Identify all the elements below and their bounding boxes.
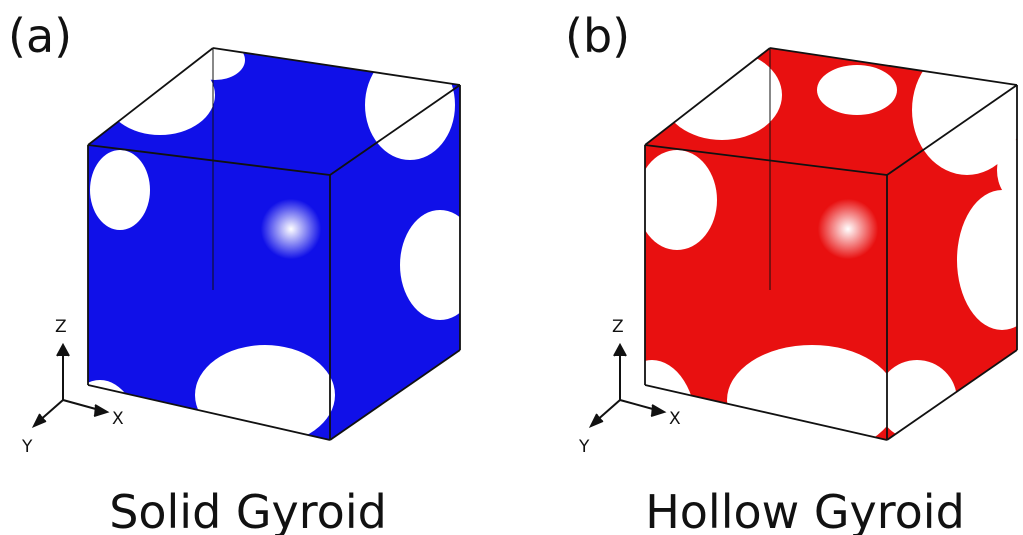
cube-edge [644,384,888,441]
surface-hole [817,65,897,115]
arrow-y [31,413,47,428]
cube-edge [87,144,331,176]
cube-edge [329,84,461,176]
axis-label: Z [55,317,67,337]
axis-triad [588,342,667,428]
surface-hole [195,345,335,440]
arrow-x [650,404,667,417]
gyroid-surface [88,48,460,440]
arrow-y [588,413,604,428]
surface-hole [88,380,140,440]
axis-label: Z [612,317,624,337]
surface-hole [365,50,455,160]
surface-hole [662,50,782,140]
cube-edge [769,47,1018,86]
cube-edge [886,84,1018,176]
axis-triad [31,342,110,428]
panel: Z X Y (b) Hollow Gyroid [565,9,1018,535]
surface-hole [185,48,245,80]
panel-caption: Hollow Gyroid [645,485,965,535]
arrow-z [613,342,627,357]
axis-label: X [669,409,681,429]
cube-edge [644,47,771,146]
cube-edge [87,384,331,441]
cube-edge [886,349,1018,441]
surface-hole [645,150,717,250]
axis-label: X [112,409,124,429]
surface-hole [90,150,150,230]
cube-edge [644,144,888,176]
panel-label: (a) [8,9,72,63]
surface-hole [997,140,1017,200]
cube-edge [329,349,461,441]
surface-hole [727,345,897,440]
panel-label: (b) [565,9,630,63]
arrow-x [93,404,110,417]
axis-label: Y [578,437,590,457]
arrow-z [56,342,70,357]
surface-hole [957,190,1017,330]
gyroid-surface [645,48,1017,440]
panel-caption: Solid Gyroid [109,485,387,535]
panel: Z X Y (a) Solid Gyroid [8,9,461,535]
surface-hole [400,210,460,320]
axis-label: Y [21,437,33,457]
cube-edge [87,47,214,146]
cube-edge [212,47,461,86]
